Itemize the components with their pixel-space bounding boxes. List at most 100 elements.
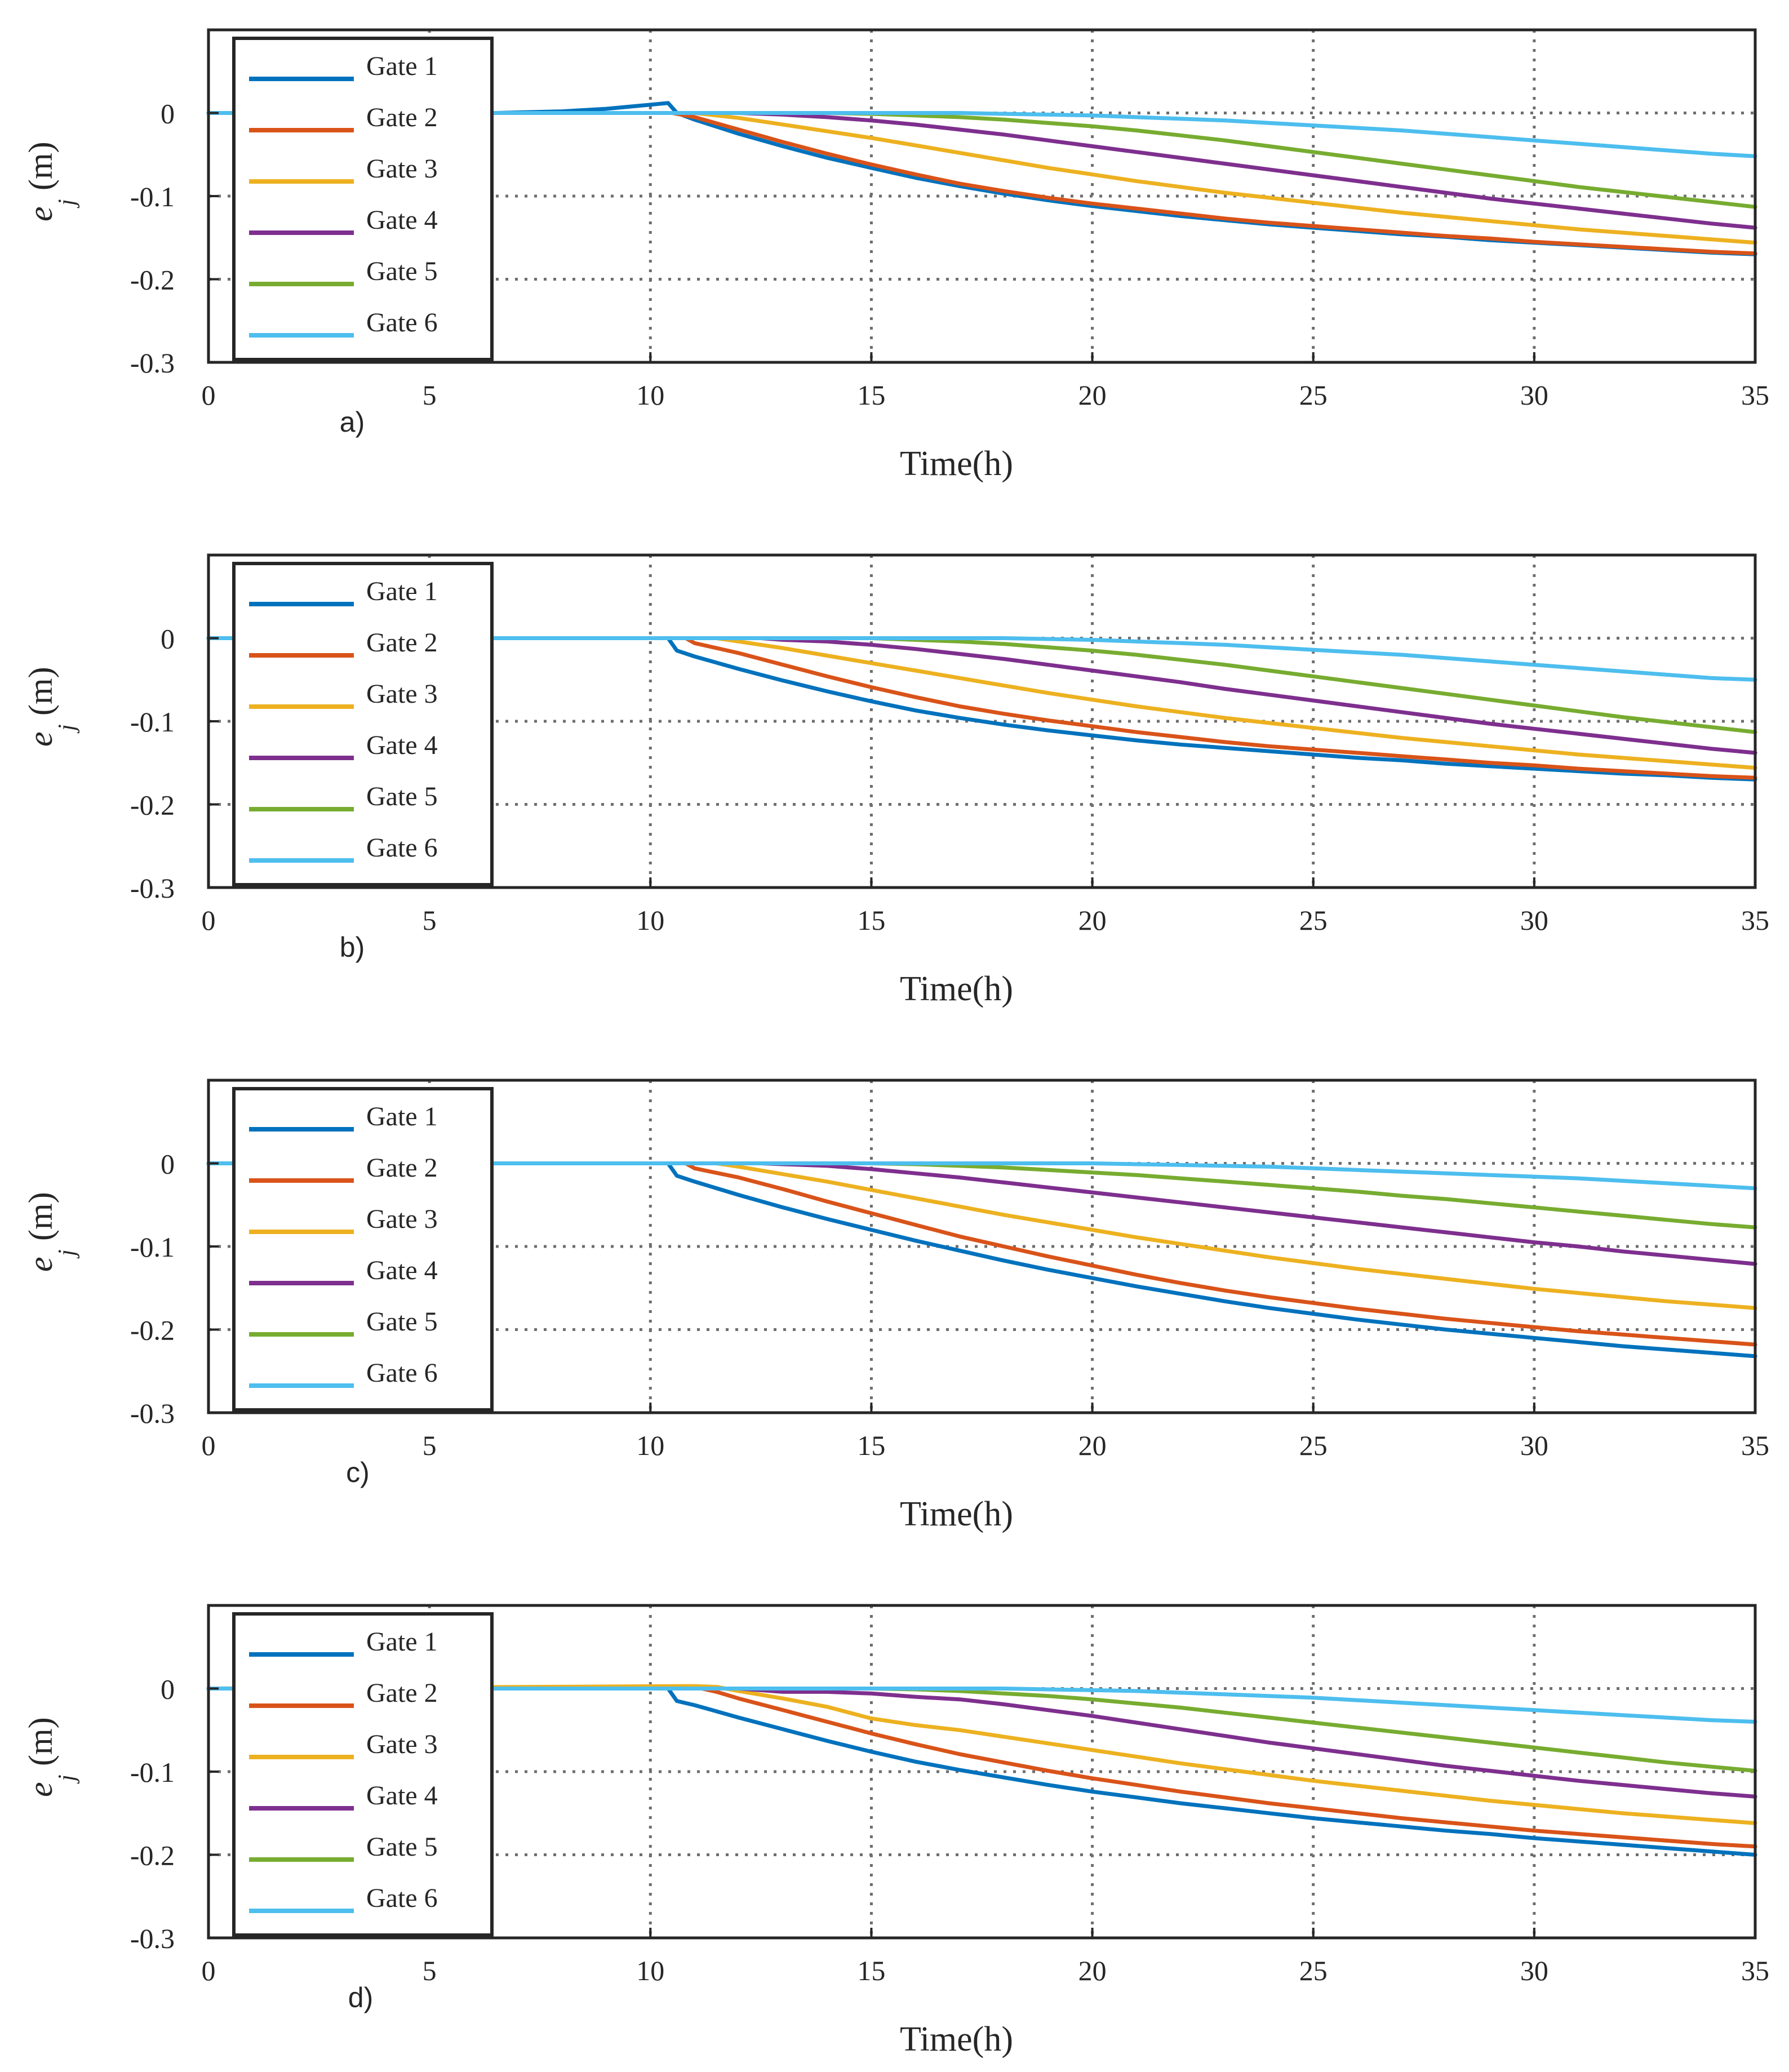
legend-label: Gate 5 [366, 256, 438, 286]
legend-item: Gate 4 [249, 730, 438, 760]
legend: Gate 1 Gate 2 Gate 3 Gate 4 Gate 5 Gate 6 [232, 1612, 494, 1937]
y-tick-label: -0.2 [130, 789, 175, 821]
y-axis-label-unit: (m) [22, 667, 59, 716]
legend-item: Gate 2 [249, 103, 438, 132]
legend-label: Gate 1 [366, 51, 438, 81]
legend-item: Gate 5 [249, 782, 438, 811]
legend-item: Gate 6 [249, 833, 438, 863]
legend-item: Gate 3 [249, 679, 438, 709]
legend-item: Gate 3 [249, 154, 438, 184]
series-line-gate-6 [206, 1687, 1757, 1724]
x-tick-label: 5 [423, 379, 437, 411]
legend-item: Gate 4 [249, 1781, 438, 1811]
x-tick-label: 20 [1078, 379, 1107, 411]
x-tick-label: 15 [857, 1430, 885, 1461]
series-line-gate-3 [206, 111, 1757, 245]
y-tick-label: -0.2 [130, 1315, 175, 1346]
legend-label: Gate 2 [366, 1153, 438, 1183]
legend-label: Gate 1 [366, 1102, 438, 1132]
y-axis-label: ej (m) [22, 1192, 80, 1272]
y-axis-label-subscript: j [54, 1774, 80, 1784]
x-tick-label: 10 [636, 904, 664, 936]
x-tick-label: 35 [1741, 904, 1769, 936]
y-axis-label: ej (m) [22, 667, 80, 747]
chart-panel-b: 0 5 10 15 20 25 30 35 0 -0.1 -0.2 -0.3 Time(h) ej (m) b… [22, 553, 1769, 1008]
legend-label: Gate 3 [366, 1729, 438, 1759]
series-line-gate-2 [206, 636, 1757, 780]
series-line-gate-3 [206, 1161, 1757, 1310]
legend-label: Gate 2 [366, 1678, 438, 1708]
y-axis-label-unit: (m) [22, 141, 59, 190]
legend-label: Gate 3 [366, 154, 438, 184]
series-line-gate-3 [206, 636, 1757, 770]
y-axis-label: ej (m) [22, 1717, 80, 1797]
y-axis-label: ej (m) [22, 141, 80, 221]
x-axis-label: Time(h) [900, 1495, 1013, 1533]
legend-label: Gate 5 [366, 1832, 438, 1862]
series-group [206, 101, 1757, 256]
y-tick-label: -0.3 [130, 1397, 175, 1429]
chart-panel-a: 0 5 10 15 20 25 30 35 0 -0.1 -0.2 -0.3 Time(h) ej (m) a… [22, 28, 1769, 483]
x-tick-label: 20 [1078, 904, 1107, 936]
x-tick-label: 35 [1741, 1955, 1769, 1986]
chart-panel-d: 0 5 10 15 20 25 30 35 0 -0.1 -0.2 -0.3 Time(h) ej (m) d… [22, 1604, 1769, 2058]
series-line-gate-2 [206, 111, 1757, 256]
legend-item: Gate 2 [249, 1678, 438, 1708]
legend-item: Gate 1 [249, 1627, 438, 1657]
chart-panel-c: 0 5 10 15 20 25 30 35 0 -0.1 -0.2 -0.3 Time(h) ej (m) c… [22, 1079, 1769, 1533]
legend-item: Gate 5 [249, 1832, 438, 1862]
series-line-gate-5 [206, 1161, 1757, 1230]
x-tick-label: 20 [1078, 1430, 1107, 1461]
x-tick-label: 30 [1520, 1430, 1548, 1461]
panel-label: b) [340, 931, 365, 963]
series-line-gate-3 [206, 1684, 1757, 1825]
y-axis-label-unit: (m) [22, 1192, 59, 1241]
y-axis-label-symbol: e [22, 1782, 59, 1797]
y-tick-label: -0.1 [130, 1756, 175, 1788]
series-group [206, 1161, 1757, 1359]
legend-label: Gate 4 [366, 1255, 438, 1285]
y-tick-label: -0.2 [130, 264, 175, 296]
legend-label: Gate 1 [366, 1627, 438, 1657]
x-tick-label: 0 [202, 1430, 216, 1461]
legend-label: Gate 2 [366, 628, 438, 658]
legend: Gate 1 Gate 2 Gate 3 Gate 4 Gate 5 Gate 6 [232, 562, 494, 886]
x-tick-label: 25 [1299, 1430, 1328, 1461]
series-line-gate-4 [206, 1687, 1757, 1799]
series-group [206, 636, 1757, 782]
x-tick-label: 10 [636, 1430, 664, 1461]
legend-item: Gate 2 [249, 628, 438, 658]
series-line-gate-6 [206, 1161, 1757, 1191]
y-tick-label: 0 [161, 623, 175, 655]
x-tick-label: 5 [423, 904, 437, 936]
x-tick-label: 15 [857, 1955, 885, 1986]
x-tick-label: 30 [1520, 379, 1548, 411]
legend-item: Gate 5 [249, 1307, 438, 1337]
x-tick-label: 25 [1299, 1955, 1328, 1986]
legend-item: Gate 3 [249, 1729, 438, 1759]
series-line-gate-4 [206, 111, 1757, 230]
series-line-gate-2 [206, 1161, 1757, 1347]
legend-label: Gate 6 [366, 308, 438, 338]
x-tick-label: 35 [1741, 1430, 1769, 1461]
y-tick-label: -0.3 [130, 1923, 175, 1954]
legend-item: Gate 6 [249, 1358, 438, 1388]
y-tick-label: -0.2 [130, 1840, 175, 1871]
x-tick-label: 10 [636, 1955, 664, 1986]
legend-item: Gate 4 [249, 1255, 438, 1285]
y-axis-label-unit: (m) [22, 1717, 59, 1766]
legend-box [232, 37, 494, 361]
series-line-gate-1 [206, 1161, 1757, 1359]
x-axis-label: Time(h) [900, 970, 1013, 1008]
legend-label: Gate 3 [366, 679, 438, 709]
legend-item: Gate 3 [249, 1204, 438, 1234]
legend-label: Gate 4 [366, 1781, 438, 1811]
legend-label: Gate 5 [366, 782, 438, 811]
x-tick-label: 5 [423, 1430, 437, 1461]
legend-label: Gate 6 [366, 1883, 438, 1913]
series-line-gate-4 [206, 1161, 1757, 1266]
legend-label: Gate 5 [366, 1307, 438, 1337]
y-axis-label-symbol: e [22, 731, 59, 747]
y-tick-label: -0.3 [130, 872, 175, 904]
y-tick-label: 0 [161, 1674, 175, 1705]
